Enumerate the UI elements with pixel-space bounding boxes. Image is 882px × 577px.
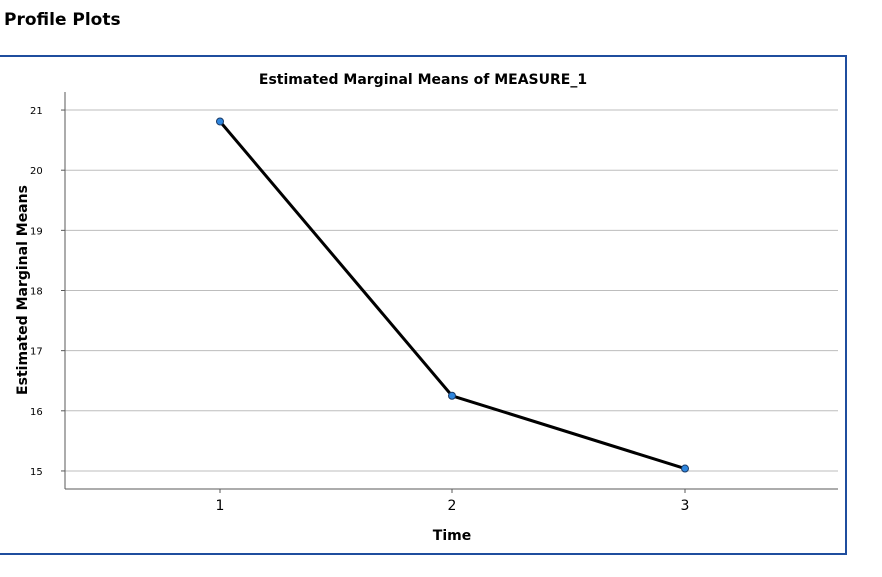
y-tick-label: 19: [30, 226, 43, 237]
x-axis-title: Time: [433, 528, 471, 544]
series-layer: [216, 117, 689, 473]
data-point: [216, 117, 224, 126]
y-tick-label: 18: [30, 287, 43, 298]
x-tick-label: 2: [448, 498, 457, 514]
y-tick-label: 15: [30, 467, 43, 478]
x-tick-label: 1: [216, 498, 225, 514]
y-tick-label: 17: [30, 347, 43, 358]
data-point: [448, 391, 456, 400]
y-tick-label: 16: [30, 407, 43, 418]
grid-layer: [65, 109, 838, 472]
y-tick-label: 20: [30, 166, 43, 177]
data-point: [681, 464, 689, 473]
x-tick-label: 3: [681, 498, 690, 514]
series-line: [218, 120, 686, 470]
y-axis-title: Estimated Marginal Means: [15, 185, 31, 395]
chart-frame: [0, 55, 847, 555]
y-tick-label: 21: [30, 106, 43, 117]
section-heading: Profile Plots: [4, 10, 121, 30]
chart-title: Estimated Marginal Means of MEASURE_1: [259, 72, 587, 88]
